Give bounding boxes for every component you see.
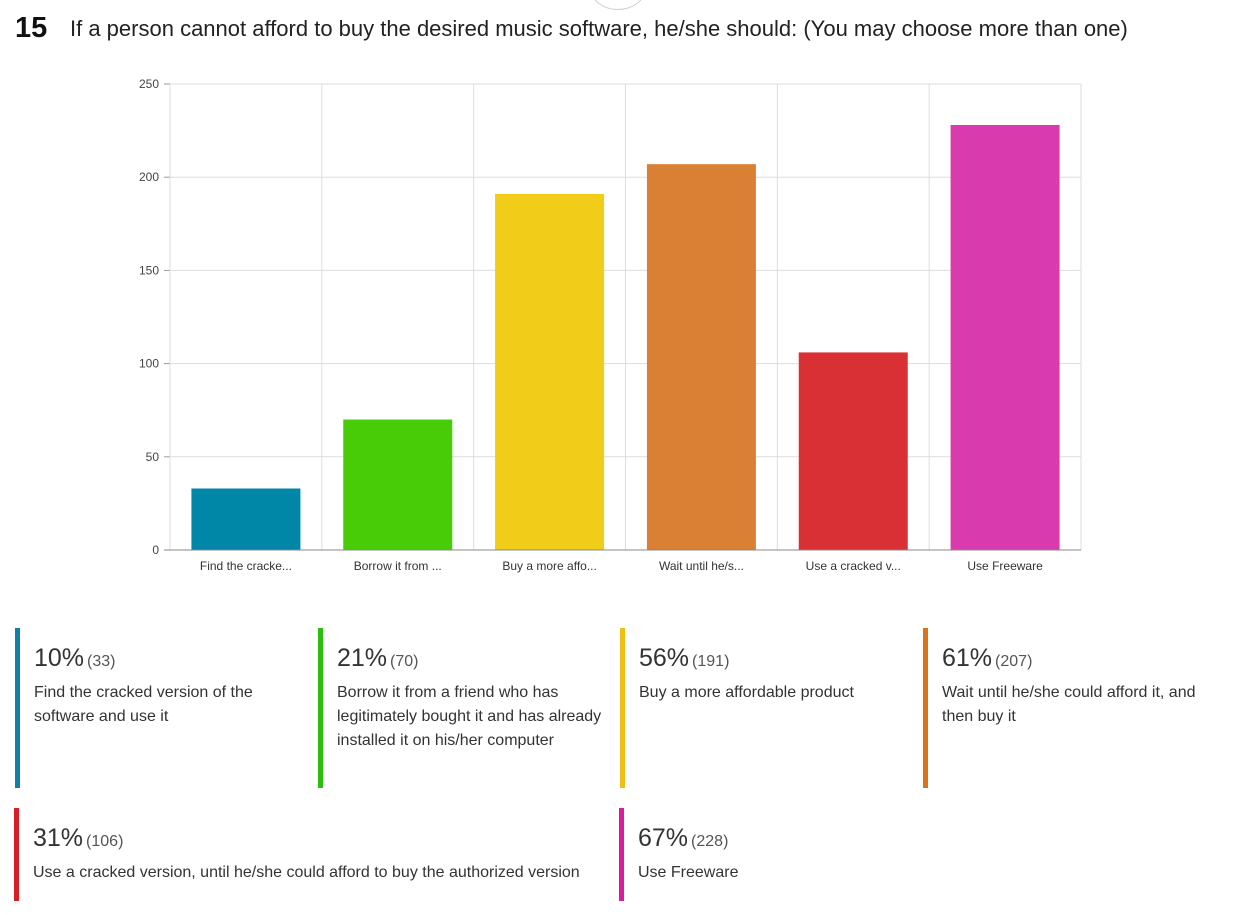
bar	[646, 164, 756, 551]
legend-percent: 67%	[638, 824, 689, 852]
legend-count: (33)	[87, 653, 116, 670]
legend-count: (191)	[692, 653, 730, 670]
x-tick-label: Buy a more affo...	[502, 559, 597, 573]
y-tick-label: 100	[139, 357, 159, 371]
legend-count: (207)	[995, 653, 1033, 670]
legend-item: 67% (228) Use Freeware	[619, 808, 919, 901]
bar	[495, 193, 605, 550]
legend-count: (106)	[86, 833, 124, 850]
bar	[950, 125, 1060, 551]
y-tick-label: 50	[146, 450, 160, 464]
x-tick-label: Find the cracke...	[200, 559, 292, 573]
legend-percent: 61%	[942, 644, 993, 672]
x-tick-label: Use Freeware	[967, 559, 1043, 573]
legend-color-bar	[620, 628, 625, 788]
legend-item: 31% (106) Use a cracked version, until he…	[14, 808, 614, 901]
legend-count: (228)	[691, 833, 729, 850]
legend-percent: 21%	[337, 644, 388, 672]
legend-count: (70)	[390, 653, 419, 670]
legend-label: Use Freeware	[638, 864, 739, 881]
bar	[798, 352, 908, 550]
bar	[343, 419, 453, 550]
bar-chart: 0 50 100 150 200 250 Find the cracke... Borrow …	[139, 77, 1082, 573]
legend-item: 21% (70) Borrow it from a friend who has …	[318, 628, 608, 788]
question-text: If a person cannot afford to buy the des…	[70, 16, 1128, 41]
legend-item: 10% (33) Find the cracked version of the …	[15, 628, 305, 788]
legend-percent: 31%	[33, 824, 84, 852]
legend-label: Find the cracked version of the software…	[34, 684, 253, 725]
y-tick-label: 0	[152, 543, 159, 557]
y-tick-label: 250	[139, 77, 159, 91]
legend-label: Buy a more affordable product	[639, 684, 854, 701]
x-tick-label: Borrow it from ...	[354, 559, 442, 573]
legend-color-bar	[14, 808, 19, 901]
legend-color-bar	[923, 628, 928, 788]
legend-label: Use a cracked version, until he/she coul…	[33, 864, 580, 881]
legend-label: Wait until he/she could afford it, and t…	[942, 684, 1196, 725]
legend-item: 56% (191) Buy a more affordable product	[620, 628, 910, 788]
x-tick-label: Use a cracked v...	[806, 559, 901, 573]
legend-percent: 10%	[34, 644, 85, 672]
legend-color-bar	[318, 628, 323, 788]
question-number: 15	[15, 12, 48, 44]
legend-color-bar	[15, 628, 20, 788]
legend-color-bar	[619, 808, 624, 901]
legend-item: 61% (207) Wait until he/she could afford …	[923, 628, 1213, 788]
x-tick-label: Wait until he/s...	[659, 559, 744, 573]
y-tick-label: 200	[139, 170, 159, 184]
legend-percent: 56%	[639, 644, 690, 672]
legend-label: Borrow it from a friend who has legitima…	[337, 684, 602, 749]
bar	[191, 488, 301, 550]
y-tick-label: 150	[139, 263, 159, 277]
